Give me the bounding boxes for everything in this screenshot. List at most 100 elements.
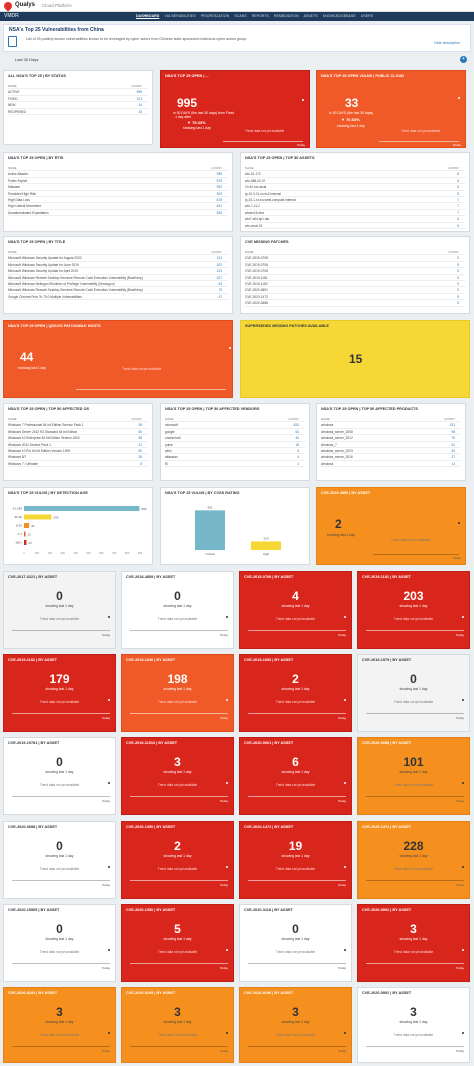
bar[interactable] [24, 506, 140, 511]
kpi-public-cloud-widget[interactable]: NSA'S TOP 25 OPEN VULNS | PUBLIC CLOUD 3… [316, 70, 466, 148]
cve-asset-widget[interactable]: CVE-2020-1472 | BY ASSET 228 showing last … [357, 821, 470, 899]
table-row[interactable]: Google Chrome Prior To 79.0 Multiple Vul… [8, 294, 228, 301]
table-row[interactable]: windows 321 [321, 422, 461, 429]
table-row[interactable]: Windows Server 2012 R2 Standard 64 bit E… [8, 429, 148, 436]
module-switcher[interactable]: VMDR [4, 13, 19, 19]
table-row[interactable]: Microsoft Windows Security Update for Au… [8, 255, 228, 262]
vendors-widget[interactable]: NSA'S TOP 25 OPEN | TOP 50 AFFECTED VEND… [160, 403, 310, 481]
table-row[interactable]: win-7-11-2 7 [245, 203, 465, 210]
table-row[interactable]: microsoft 820 [165, 422, 305, 429]
bar[interactable] [24, 540, 27, 545]
table-row[interactable]: windows_server_2003 54 [321, 448, 461, 455]
cve-asset-widget[interactable]: CVE-2020-5902 | BY ASSET 3 showing last 1 … [357, 904, 470, 982]
cvss-widget[interactable]: NSA'S TOP 25 VULNS | BY CVSS RATING 991 C… [160, 487, 310, 565]
table-row[interactable]: windows_server_2008 98 [321, 429, 461, 436]
table-row[interactable]: NEW 14 [8, 102, 148, 109]
table-row[interactable]: High Lateral Movement 641 [8, 203, 228, 210]
table-row[interactable]: google 64 [165, 429, 305, 436]
nav-prioritization[interactable]: PRIORITIZATION [200, 14, 230, 18]
table-row[interactable]: Active Attacks 995 [8, 171, 228, 178]
bar[interactable] [24, 523, 30, 528]
rtis-widget[interactable]: NSA'S TOP 25 OPEN | BY RTIS NAME COUNT Ac… [3, 152, 233, 232]
table-row[interactable]: win-vmdr-01 6 [245, 223, 465, 229]
nav-remediation[interactable]: REMEDIATION [273, 14, 299, 18]
table-row[interactable]: Microsoft Windows Security Update for Ap… [8, 268, 228, 275]
kpi-open-widget[interactable]: NSA'S TOP 25 OPEN | ... 995 in 30 DAYS (… [160, 70, 310, 148]
table-row[interactable]: CVE-2019-0708 5 [245, 268, 465, 275]
missing-patches-widget[interactable]: CVE MISSING PATCHES NAME COUNT CVE-2019-0… [240, 236, 470, 314]
cve-asset-widget[interactable]: CVE-2019-1653 | BY ASSET 2 showing last 1 … [239, 654, 352, 732]
table-row[interactable]: REOPENED 15 [8, 109, 148, 115]
cve-asset-widget[interactable]: CVE-2020-1472 | BY ASSET 19 showing last 1… [239, 821, 352, 899]
table-row[interactable]: Microsoft Windows Security Update for Ju… [8, 262, 228, 269]
cve-asset-widget[interactable]: CVE-2020-8195 | BY ASSET 3 showing last 1 … [121, 987, 234, 1063]
cve-asset-widget[interactable]: CVE-2019-11510 | BY ASSET 3 showing last 1… [121, 737, 234, 815]
cve-asset-widget[interactable]: CVE-2020-8193 | BY ASSET 3 showing last 1 … [3, 987, 116, 1063]
table-row[interactable]: atlassian 4 [165, 454, 305, 461]
table-row[interactable]: windows_7 61 [321, 442, 461, 448]
products-widget[interactable]: NSA'S TOP 25 OPEN | TOP 50 AFFECTED PROD… [316, 403, 466, 481]
table-row[interactable]: Microsoft Windows Netlogon Elevation of … [8, 281, 228, 288]
table-row[interactable]: CVE-2019-1182 5 [245, 281, 465, 288]
table-row[interactable]: Microsoft Windows Remote Desktop Service… [8, 287, 228, 294]
cve-asset-widget[interactable]: CVE-2019-1181 | BY ASSET 203 showing last … [357, 571, 470, 649]
table-row[interactable]: pulse 18 [165, 442, 305, 448]
table-row[interactable]: 10.40.xxx-local 8 [245, 184, 465, 191]
cve-asset-widget[interactable]: CVE-2017-0221 | BY ASSET 0 showing last 1 … [3, 571, 116, 649]
cve-asset-widget[interactable]: CVE-2019-1040 | BY ASSET 198 showing last … [121, 654, 234, 732]
cve-asset-widget[interactable]: CVE-2020-15505 | BY ASSET 0 showing last 1… [3, 904, 116, 982]
cve-widget-lead[interactable]: CVE-2019-4850 | BY ASSET 2 showing last … [316, 487, 466, 565]
cve-asset-widget[interactable]: CVE-2020-3118 | BY ASSET 0 showing last 1 … [239, 904, 352, 982]
hide-description-link[interactable]: Hide description [434, 41, 460, 45]
bar[interactable] [195, 510, 225, 550]
nav-scans[interactable]: SCANS [234, 14, 247, 18]
table-row[interactable]: windows_server_2012 76 [321, 435, 461, 442]
cve-asset-widget[interactable]: CVE-2020-1350 | BY ASSET 2 showing last 1 … [121, 821, 234, 899]
cve-asset-widget[interactable]: CVE-2018-4859 | BY ASSET 0 showing last 1 … [121, 571, 234, 649]
table-row[interactable]: win-01-172 8 [245, 171, 465, 178]
table-row[interactable]: CVE-2020-0601 5 [245, 287, 465, 294]
bar[interactable] [24, 531, 26, 537]
table-row[interactable]: Public Exploit 979 [8, 178, 228, 185]
table-row[interactable]: CVE-2019-0708 5 [245, 255, 465, 262]
table-row[interactable]: oracle/mail 40 [165, 435, 305, 442]
table-row[interactable]: FIXED 101 [8, 96, 148, 103]
table-row[interactable]: win-088-02-07 8 [245, 178, 465, 185]
table-row[interactable]: Windows 2012 Service Pack 1 31 [8, 442, 148, 448]
cve-asset-widget[interactable]: CVE-2020-0688 | BY ASSET 101 showing last … [357, 737, 470, 815]
table-row[interactable]: High Data Loss 878 [8, 197, 228, 204]
table-row[interactable]: Windows 7 Professional 64 bit Edition Se… [8, 422, 148, 429]
table-row[interactable]: Windows 8/7 36 [8, 454, 148, 461]
table-row[interactable]: Malware 952 [8, 184, 228, 191]
cve-asset-widget[interactable]: CVE-2019-19781 | BY ASSET 0 showing last 1… [3, 737, 116, 815]
status-widget[interactable]: ALL NSA'S TOP 25 | BY STATUS NAME COUNT A… [3, 70, 153, 145]
table-row[interactable]: ip-10-1-xx.eu-west.compute.internal 7 [245, 197, 465, 204]
cve-asset-widget[interactable]: CVE-2019-1182 | BY ASSET 179 showing last … [3, 654, 116, 732]
cve-asset-widget[interactable]: CVE-2020-0688 | BY ASSET 0 showing last 1 … [3, 821, 116, 899]
assets-widget[interactable]: NSA'S TOP 25 OPEN | TOP 50 ASSETS NAME CO… [240, 152, 470, 232]
nav-reports[interactable]: REPORTS [251, 14, 269, 18]
table-row[interactable]: ACTIVE 995 [8, 89, 148, 96]
cve-asset-widget[interactable]: CVE-2020-1350 | BY ASSET 5 showing last 1 … [121, 904, 234, 982]
table-row[interactable]: CVE-2019-0708 5 [245, 262, 465, 269]
date-range-select[interactable]: Last 30 Days [15, 57, 39, 62]
table-row[interactable]: f5 1 [165, 461, 305, 468]
table-row[interactable]: Unauthenticated Exploitation 526 [8, 210, 228, 217]
nav-dashboard[interactable]: DASHBOARD [136, 14, 160, 18]
table-row[interactable]: Windows 10 Pro 64 bit Edition Version 19… [8, 448, 148, 455]
table-row[interactable]: CVE-2019-1181 5 [245, 275, 465, 281]
nav-assets[interactable]: ASSETS [303, 14, 318, 18]
table-row[interactable]: Windows 10 Enterprise 64 bit Edition Ver… [8, 435, 148, 442]
nav-vulnerabilities[interactable]: VULNERABILITIES [164, 14, 196, 18]
nav-users[interactable]: USERS [360, 14, 374, 18]
superseded-widget[interactable]: SUPERSEDED MISSING PATCHES AVAILABLE 15 [240, 320, 470, 398]
table-row[interactable]: Microsoft Windows Remote Desktop Service… [8, 275, 228, 281]
table-row[interactable]: citrix 8 [165, 448, 305, 455]
table-row[interactable]: ip-10-0-11-xx.ec2.internal 8 [245, 191, 465, 197]
title-widget[interactable]: NSA'S TOP 25 OPEN | BY TITLE NAME COUNT M… [3, 236, 233, 314]
cve-asset-widget[interactable]: CVE-2019-0708 | BY ASSET 4 showing last 1 … [239, 571, 352, 649]
cve-asset-widget[interactable]: CVE-2020-5902 | BY ASSET 3 showing last 1 … [357, 987, 470, 1063]
cve-asset-widget[interactable]: CVE-2019-1579 | BY ASSET 0 showing last 1 … [357, 654, 470, 732]
table-row[interactable]: CVE-2020-0688 5 [245, 300, 465, 307]
bar[interactable] [251, 541, 281, 550]
